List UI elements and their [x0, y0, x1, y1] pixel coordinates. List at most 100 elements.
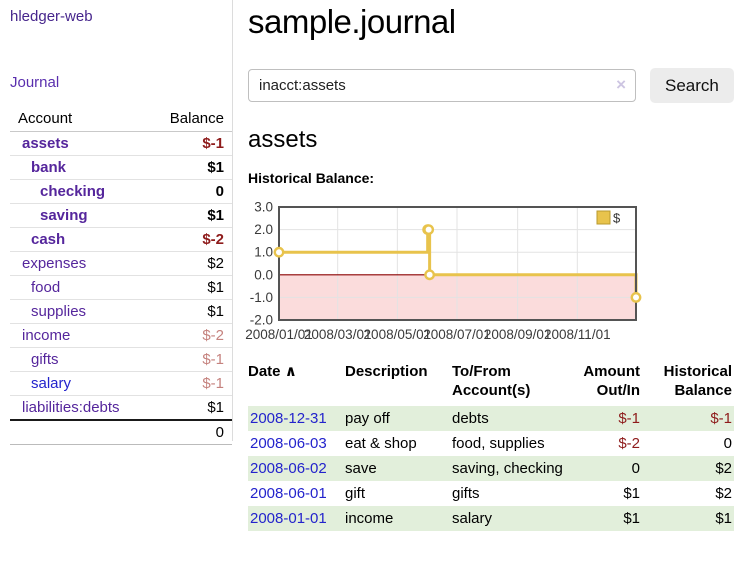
register-row: 2008-12-31 pay off debts $-1 $-1	[248, 406, 734, 431]
sidebar: hledger-web Journal Account Balance asse…	[10, 8, 232, 445]
register-header-description: Description	[345, 363, 428, 380]
register-accounts-cell: gifts	[452, 485, 480, 502]
account-balance: $-1	[121, 347, 232, 372]
register-date-cell: 2008-12-31	[248, 406, 345, 431]
account-row: supplies $1	[10, 299, 232, 324]
register-description-cell: income	[345, 510, 394, 527]
register-accounts-cell: salary	[452, 510, 493, 527]
account-row: checking 0	[10, 179, 232, 204]
account-balance: $1	[121, 275, 232, 300]
accounts-total-row: 0	[10, 419, 232, 445]
sidebar-account-link[interactable]: gifts	[31, 351, 59, 368]
sidebar-account-link[interactable]: checking	[40, 183, 106, 200]
register-date-cell: 2008-01-01	[248, 506, 345, 531]
register-table: Date ∧ Description To/From Account(s) Am…	[248, 358, 734, 531]
search-button[interactable]: Search	[650, 68, 734, 103]
svg-text:1.0: 1.0	[254, 245, 273, 260]
svg-text:3.0: 3.0	[254, 200, 273, 215]
transaction-date-link[interactable]: 2008-06-03	[250, 435, 327, 452]
accounts-total-value: 0	[121, 419, 232, 445]
sidebar-account-link[interactable]: saving	[40, 207, 88, 224]
register-header-accounts: To/From Account(s)	[452, 363, 531, 399]
account-balance: $-2	[121, 323, 232, 348]
register-description-cell: pay off	[345, 410, 390, 427]
register-amount-cell: $1	[623, 510, 640, 527]
account-row: liabilities:debts $1	[10, 395, 232, 421]
register-tbody: 2008-12-31 pay off debts $-1 $-1 2008-06-03 ea…	[248, 406, 734, 531]
account-balance: $1	[121, 203, 232, 228]
account-row: assets $-1	[10, 131, 232, 156]
register-date-cell: 2008-06-02	[248, 456, 345, 481]
transaction-date-link[interactable]: 2008-06-01	[250, 485, 327, 502]
svg-text:2008/01/01: 2008/01/01	[245, 327, 313, 342]
account-balance: $1	[121, 395, 232, 421]
account-row: gifts $-1	[10, 347, 232, 372]
register-row: 2008-06-01 gift gifts $1 $2	[248, 481, 734, 506]
sidebar-account-link[interactable]: supplies	[31, 303, 87, 320]
sidebar-account-link[interactable]: expenses	[22, 255, 87, 272]
accounts-header-balance: Balance	[121, 107, 232, 132]
sidebar-account-link[interactable]: income	[22, 327, 71, 344]
register-header-row: Date ∧ Description To/From Account(s) Am…	[248, 358, 734, 406]
register-header-amount: Amount Out/In	[583, 363, 640, 399]
register-balance-cell: $-1	[710, 410, 732, 427]
register-amount-cell: 0	[631, 460, 640, 477]
sort-ascending-icon: ∧	[284, 363, 297, 380]
account-row: income $-2	[10, 323, 232, 348]
sidebar-account-link[interactable]: bank	[31, 159, 67, 176]
register-amount-cell: $-1	[618, 410, 640, 427]
account-balance: 0	[121, 179, 232, 204]
svg-text:$: $	[613, 211, 621, 226]
historical-balance-chart: $3.0 2.0 1.0 0.0 -1.0 -2.02008/01/012008/03/0…	[245, 200, 642, 342]
account-balance: $1	[121, 155, 232, 180]
register-date-cell: 2008-06-03	[248, 431, 345, 456]
svg-text:-2.0: -2.0	[250, 313, 273, 328]
register-description-cell: save	[345, 460, 377, 477]
register-amount-cell: $1	[623, 485, 640, 502]
sidebar-item-journal[interactable]: Journal	[10, 74, 60, 91]
register-balance-cell: $2	[715, 460, 732, 477]
register-balance-cell: $2	[715, 485, 732, 502]
page-title: sample.journal	[248, 3, 456, 40]
account-row: food $1	[10, 275, 232, 300]
register-balance-cell: $1	[715, 510, 732, 527]
account-row: expenses $2	[10, 251, 232, 276]
sidebar-account-link[interactable]: food	[31, 279, 61, 296]
account-balance: $-1	[121, 371, 232, 396]
chart-title: Historical Balance:	[248, 170, 375, 186]
search-input[interactable]	[248, 69, 636, 102]
register-header-balance: Historical Balance	[663, 363, 732, 399]
register-accounts-cell: saving, checking	[452, 460, 563, 477]
svg-text:-1.0: -1.0	[250, 290, 273, 305]
register-accounts-cell: debts	[452, 410, 489, 427]
register-description-cell: gift	[345, 485, 366, 502]
sidebar-account-link[interactable]: liabilities:debts	[22, 399, 120, 416]
account-balance: $2	[121, 251, 232, 276]
svg-text:2.0: 2.0	[254, 222, 273, 237]
sidebar-account-link[interactable]: cash	[31, 231, 66, 248]
sidebar-account-link[interactable]: salary	[31, 375, 72, 392]
account-balance: $-1	[121, 131, 232, 156]
register-header-date[interactable]: Date ∧	[248, 363, 297, 380]
account-balance: $-2	[121, 227, 232, 252]
register-date-cell: 2008-06-01	[248, 481, 345, 506]
main-content: sample.journal × Search ? assets Histori…	[245, 0, 742, 531]
account-row: saving $1	[10, 203, 232, 228]
account-row: salary $-1	[10, 371, 232, 396]
transaction-date-link[interactable]: 2008-12-31	[250, 410, 327, 427]
svg-text:0.0: 0.0	[254, 267, 273, 282]
transaction-date-link[interactable]: 2008-06-02	[250, 460, 327, 477]
sidebar-account-link[interactable]: assets	[22, 135, 69, 152]
account-balance: $1	[121, 299, 232, 324]
search-form: × Search ?	[248, 68, 742, 103]
accounts-tbody: assets $-1 bank $1 checking 0 saving $1 cash $-2 e…	[10, 131, 232, 421]
app-title-link[interactable]: hledger-web	[10, 8, 93, 25]
account-heading: assets	[248, 126, 318, 153]
svg-text:2008/05/01: 2008/05/01	[364, 327, 432, 342]
transaction-date-link[interactable]: 2008-01-01	[250, 510, 327, 527]
clear-search-icon[interactable]: ×	[616, 75, 626, 94]
svg-text:2008/07/01: 2008/07/01	[423, 327, 491, 342]
sidebar-divider	[232, 0, 233, 441]
register-description-cell: eat & shop	[345, 435, 417, 452]
register-row: 2008-06-02 save saving, checking 0 $2	[248, 456, 734, 481]
